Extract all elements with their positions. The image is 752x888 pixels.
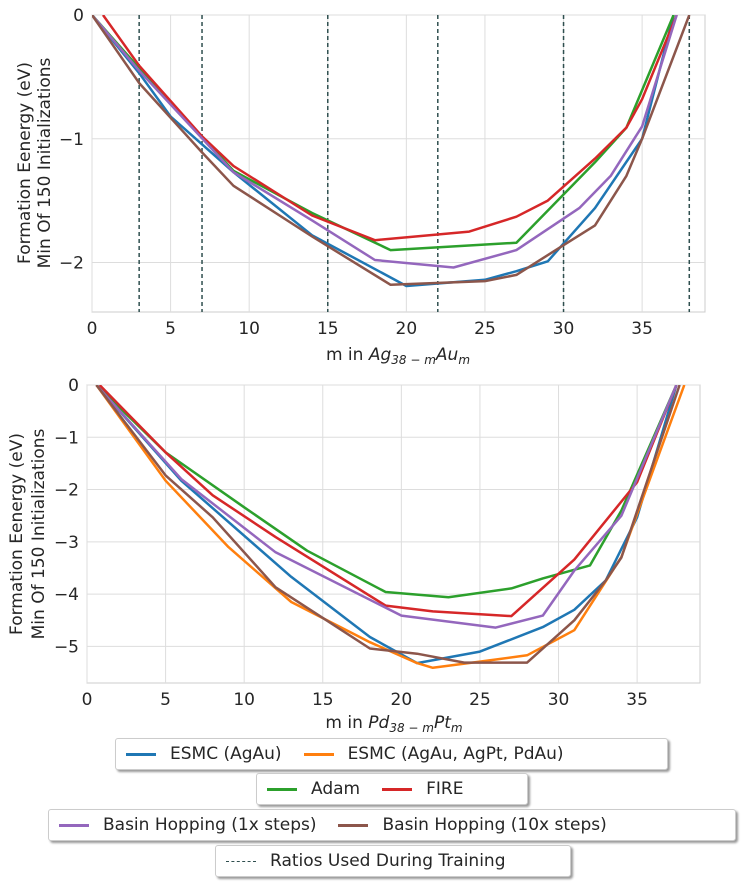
x-axis-label: m in Ag38 − mAum: [326, 345, 470, 367]
legend-row-esmc: ESMC (AgAu) ESMC (AgAu, AgPt, PdAu): [115, 738, 668, 770]
legend-swatch: [382, 787, 413, 791]
y-tick-label: −3: [54, 533, 79, 553]
x-tick-label: 35: [631, 319, 653, 339]
legend-label: Adam: [311, 779, 361, 799]
legend-item-bh10: Basin Hopping (10x steps): [338, 815, 607, 835]
legend-item-esmc-multi: ESMC (AgAu, AgPt, PdAu): [303, 744, 564, 764]
tick-labels: 0 5 10 15 20 25 30 35 0 −1 −2 −3 −4 −5: [54, 376, 648, 710]
y-axis-label-line1: Formation Eenergy (eV): [15, 62, 35, 264]
x-tick-label: 5: [165, 319, 176, 339]
x-tick-label: 15: [317, 319, 339, 339]
grid: [86, 384, 701, 684]
series-line-adam: [95, 385, 678, 599]
x-tick-label: 0: [82, 690, 93, 710]
legend-row-optimizers: Adam FIRE: [256, 773, 528, 805]
y-tick-label: −4: [54, 585, 79, 605]
legend-label: Ratios Used During Training: [270, 851, 506, 871]
legend-label: Basin Hopping (1x steps): [103, 815, 317, 835]
legend-swatch: [338, 823, 369, 827]
y-tick-label: 0: [73, 6, 84, 26]
x-tick-label: 30: [548, 690, 570, 710]
x-tick-label: 30: [553, 319, 575, 339]
legend-label: ESMC (AgAu, AgPt, PdAu): [347, 744, 564, 764]
x-tick-label: 0: [87, 319, 98, 339]
series-line-bh1: [95, 385, 678, 629]
grid: [91, 14, 706, 313]
x-tick-label: 25: [469, 690, 491, 710]
legend-swatch: [303, 752, 334, 756]
series-lines: [92, 15, 691, 288]
legend-item-training: Ratios Used During Training: [226, 851, 506, 871]
x-tick-label: 5: [160, 690, 171, 710]
series-line-bh1: [92, 15, 678, 269]
series-line-bh10: [95, 385, 681, 664]
series-line-bh10: [92, 15, 691, 287]
y-tick-label: −2: [54, 481, 79, 501]
tick-labels: 0 5 10 15 20 25 30 35 0 −1 −2: [59, 6, 653, 339]
y-axis-label-line2: Min Of 150 Initializations: [35, 58, 55, 269]
x-tick-label: 20: [396, 319, 418, 339]
x-tick-label: 15: [312, 690, 334, 710]
series-line-esmc_agau: [95, 385, 678, 665]
legend-label: FIRE: [426, 779, 464, 799]
x-tick-label: 20: [391, 690, 413, 710]
legend-item-fire: FIRE: [382, 779, 463, 799]
legend-item-esmc-agau: ESMC (AgAu): [126, 744, 282, 764]
legend-swatch: [126, 752, 156, 756]
x-tick-label: 10: [233, 690, 255, 710]
y-tick-label: −1: [54, 428, 79, 448]
y-tick-label: −1: [59, 130, 84, 150]
bottom-chart-pdpt: 0 5 10 15 20 25 30 35 0 −1 −2 −3 −4 −5 Formation Eene…: [7, 376, 701, 735]
top-chart-agau: 0 5 10 15 20 25 30 35 0 −1 −2 Formation Eenergy (e…: [15, 6, 706, 367]
x-axis-label: m in Pd38 − mPtm: [325, 713, 462, 735]
legend-label: Basin Hopping (10x steps): [382, 815, 607, 835]
series-line-fire: [98, 385, 678, 618]
plot-area: [91, 14, 706, 313]
y-tick-label: −5: [54, 637, 79, 657]
legend-row-basin-hopping: Basin Hopping (1x steps) Basin Hopping (…: [48, 809, 736, 841]
plot-area: [86, 384, 701, 684]
legend-swatch: [59, 823, 89, 827]
y-tick-label: −2: [59, 254, 84, 274]
y-axis-label-line2: Min Of 150 Initializations: [29, 429, 49, 640]
series-lines: [95, 385, 686, 670]
series-line-fire: [101, 15, 678, 242]
legend-swatch: [267, 787, 297, 791]
x-tick-label: 25: [474, 319, 496, 339]
legend-label: ESMC (AgAu): [170, 744, 282, 764]
x-tick-label: 10: [238, 319, 260, 339]
legend-swatch: [226, 860, 256, 862]
legend-row-training: Ratios Used During Training: [215, 845, 571, 877]
x-tick-label: 35: [626, 690, 648, 710]
legend-item-bh1: Basin Hopping (1x steps): [59, 815, 316, 835]
y-tick-label: 0: [68, 376, 79, 396]
series-line-esmc_multi: [95, 385, 686, 670]
legend-item-adam: Adam: [267, 779, 360, 799]
y-axis-label-line1: Formation Eenergy (eV): [7, 433, 27, 635]
